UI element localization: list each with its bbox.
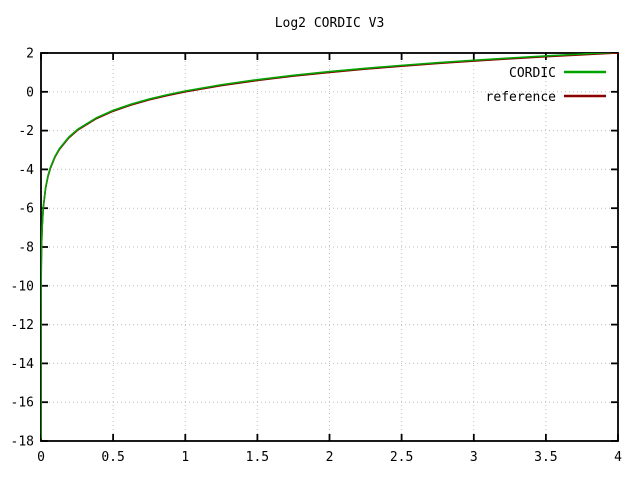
curves (41, 53, 618, 440)
legend-label-reference: reference (486, 90, 557, 105)
x-tick-label: 1.5 (246, 450, 269, 465)
y-tick-label: -12 (11, 318, 34, 333)
legend-label-cordic: CORDIC (509, 66, 556, 81)
x-tick-label: 3.5 (534, 450, 557, 465)
x-tick-label: 0.5 (101, 450, 124, 465)
y-tick-label: -8 (18, 241, 34, 256)
y-tick-label: -14 (11, 357, 35, 372)
chart-title: Log2 CORDIC V3 (274, 16, 385, 31)
x-tick-label: 3 (470, 450, 478, 465)
y-tick-label: -4 (18, 163, 34, 178)
legend: CORDIC reference (486, 66, 606, 105)
y-tick-label: -18 (11, 435, 34, 450)
curve-cordic (41, 53, 618, 439)
x-tick-label: 1 (181, 450, 189, 465)
x-tick-label: 4 (614, 450, 622, 465)
y-tick-label: -16 (11, 396, 34, 411)
x-tick-label: 2 (326, 450, 334, 465)
y-tick-label: -6 (18, 202, 34, 217)
y-axis-labels: 2 0 -2 -4 -6 -8 -10 -12 -14 -16 -18 (11, 47, 35, 450)
grid (41, 53, 618, 441)
y-tick-label: 0 (26, 85, 34, 100)
y-tick-label: 2 (26, 47, 34, 62)
y-tick-label: -10 (11, 279, 34, 294)
x-tick-label: 2.5 (390, 450, 413, 465)
x-axis-labels: 0 0.5 1 1.5 2 2.5 3 3.5 4 (37, 450, 622, 465)
y-tick-label: -2 (18, 124, 34, 139)
x-tick-label: 0 (37, 450, 45, 465)
